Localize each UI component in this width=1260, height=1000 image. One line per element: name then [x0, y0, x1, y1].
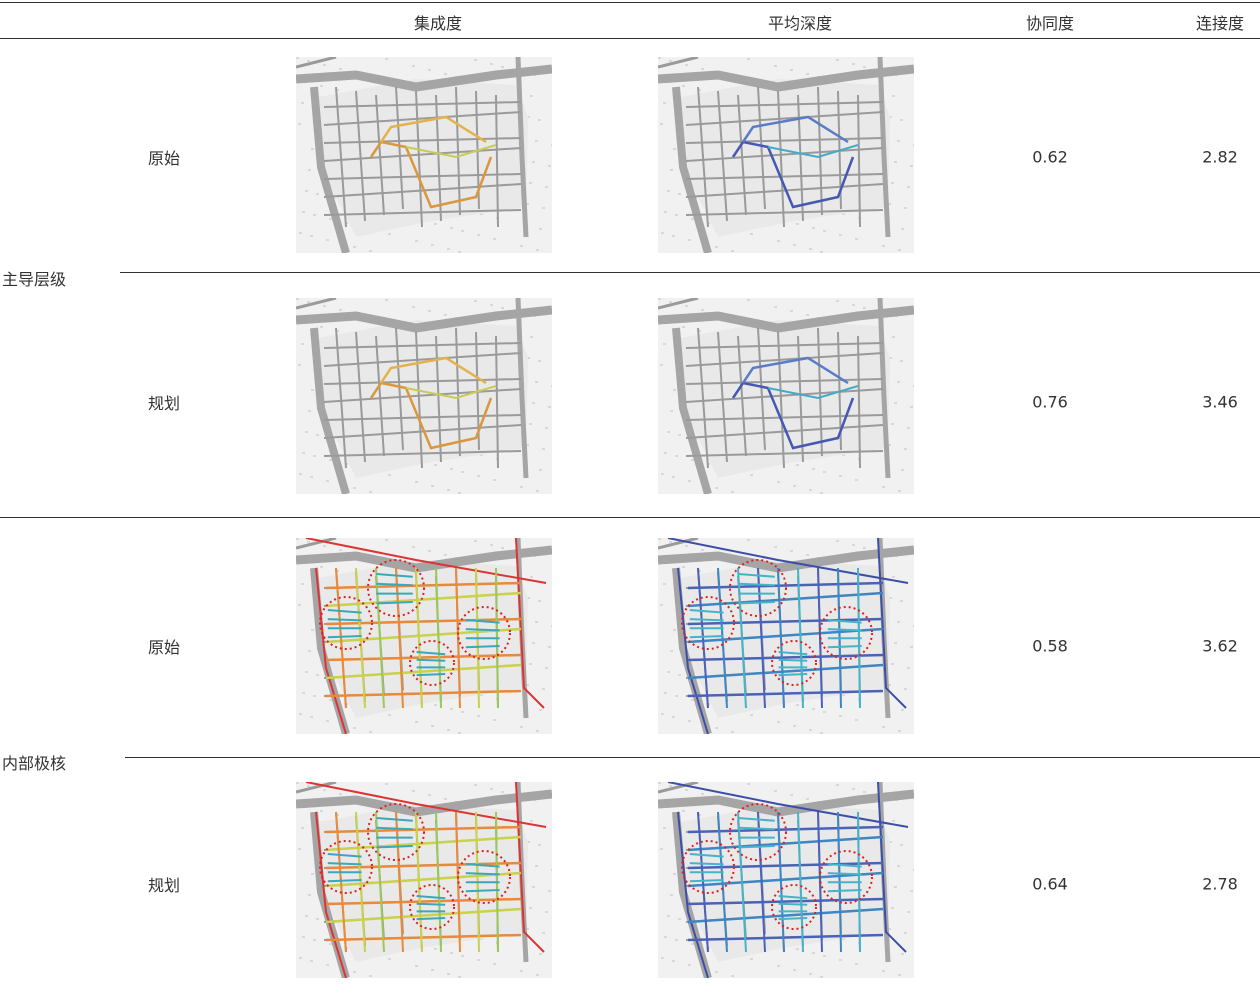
- connectivity-value: 3.46: [1202, 392, 1238, 412]
- synergy-value: 0.64: [1032, 874, 1068, 894]
- synergy-value: 0.76: [1032, 392, 1068, 412]
- row-label: 原始: [147, 149, 181, 168]
- connectivity-value: 2.78: [1202, 874, 1238, 894]
- rule: [120, 272, 1260, 273]
- map-image: [296, 538, 552, 734]
- rule: [0, 38, 1260, 39]
- map-image: [658, 782, 914, 978]
- map-image: [658, 57, 914, 253]
- map-image: [296, 782, 552, 978]
- map-image: [658, 298, 914, 494]
- connectivity-value: 2.82: [1202, 147, 1238, 167]
- column-header: 连接度: [1195, 14, 1245, 33]
- row-label: 原始: [147, 638, 181, 657]
- map-image: [296, 57, 552, 253]
- rule: [125, 757, 1260, 758]
- group-label: 主导层级: [2, 270, 67, 289]
- column-header: 集成度: [413, 14, 463, 33]
- synergy-value: 0.62: [1032, 147, 1068, 167]
- connectivity-value: 3.62: [1202, 636, 1238, 656]
- row-label: 规划: [147, 876, 181, 895]
- rule: [0, 2, 1260, 3]
- synergy-value: 0.58: [1032, 636, 1068, 656]
- map-image: [658, 538, 914, 734]
- row-label: 规划: [147, 394, 181, 413]
- group-label: 内部极核: [2, 754, 67, 773]
- column-header: 协同度: [1025, 14, 1075, 33]
- column-header: 平均深度: [767, 14, 833, 33]
- rule: [0, 517, 1260, 518]
- map-image: [296, 298, 552, 494]
